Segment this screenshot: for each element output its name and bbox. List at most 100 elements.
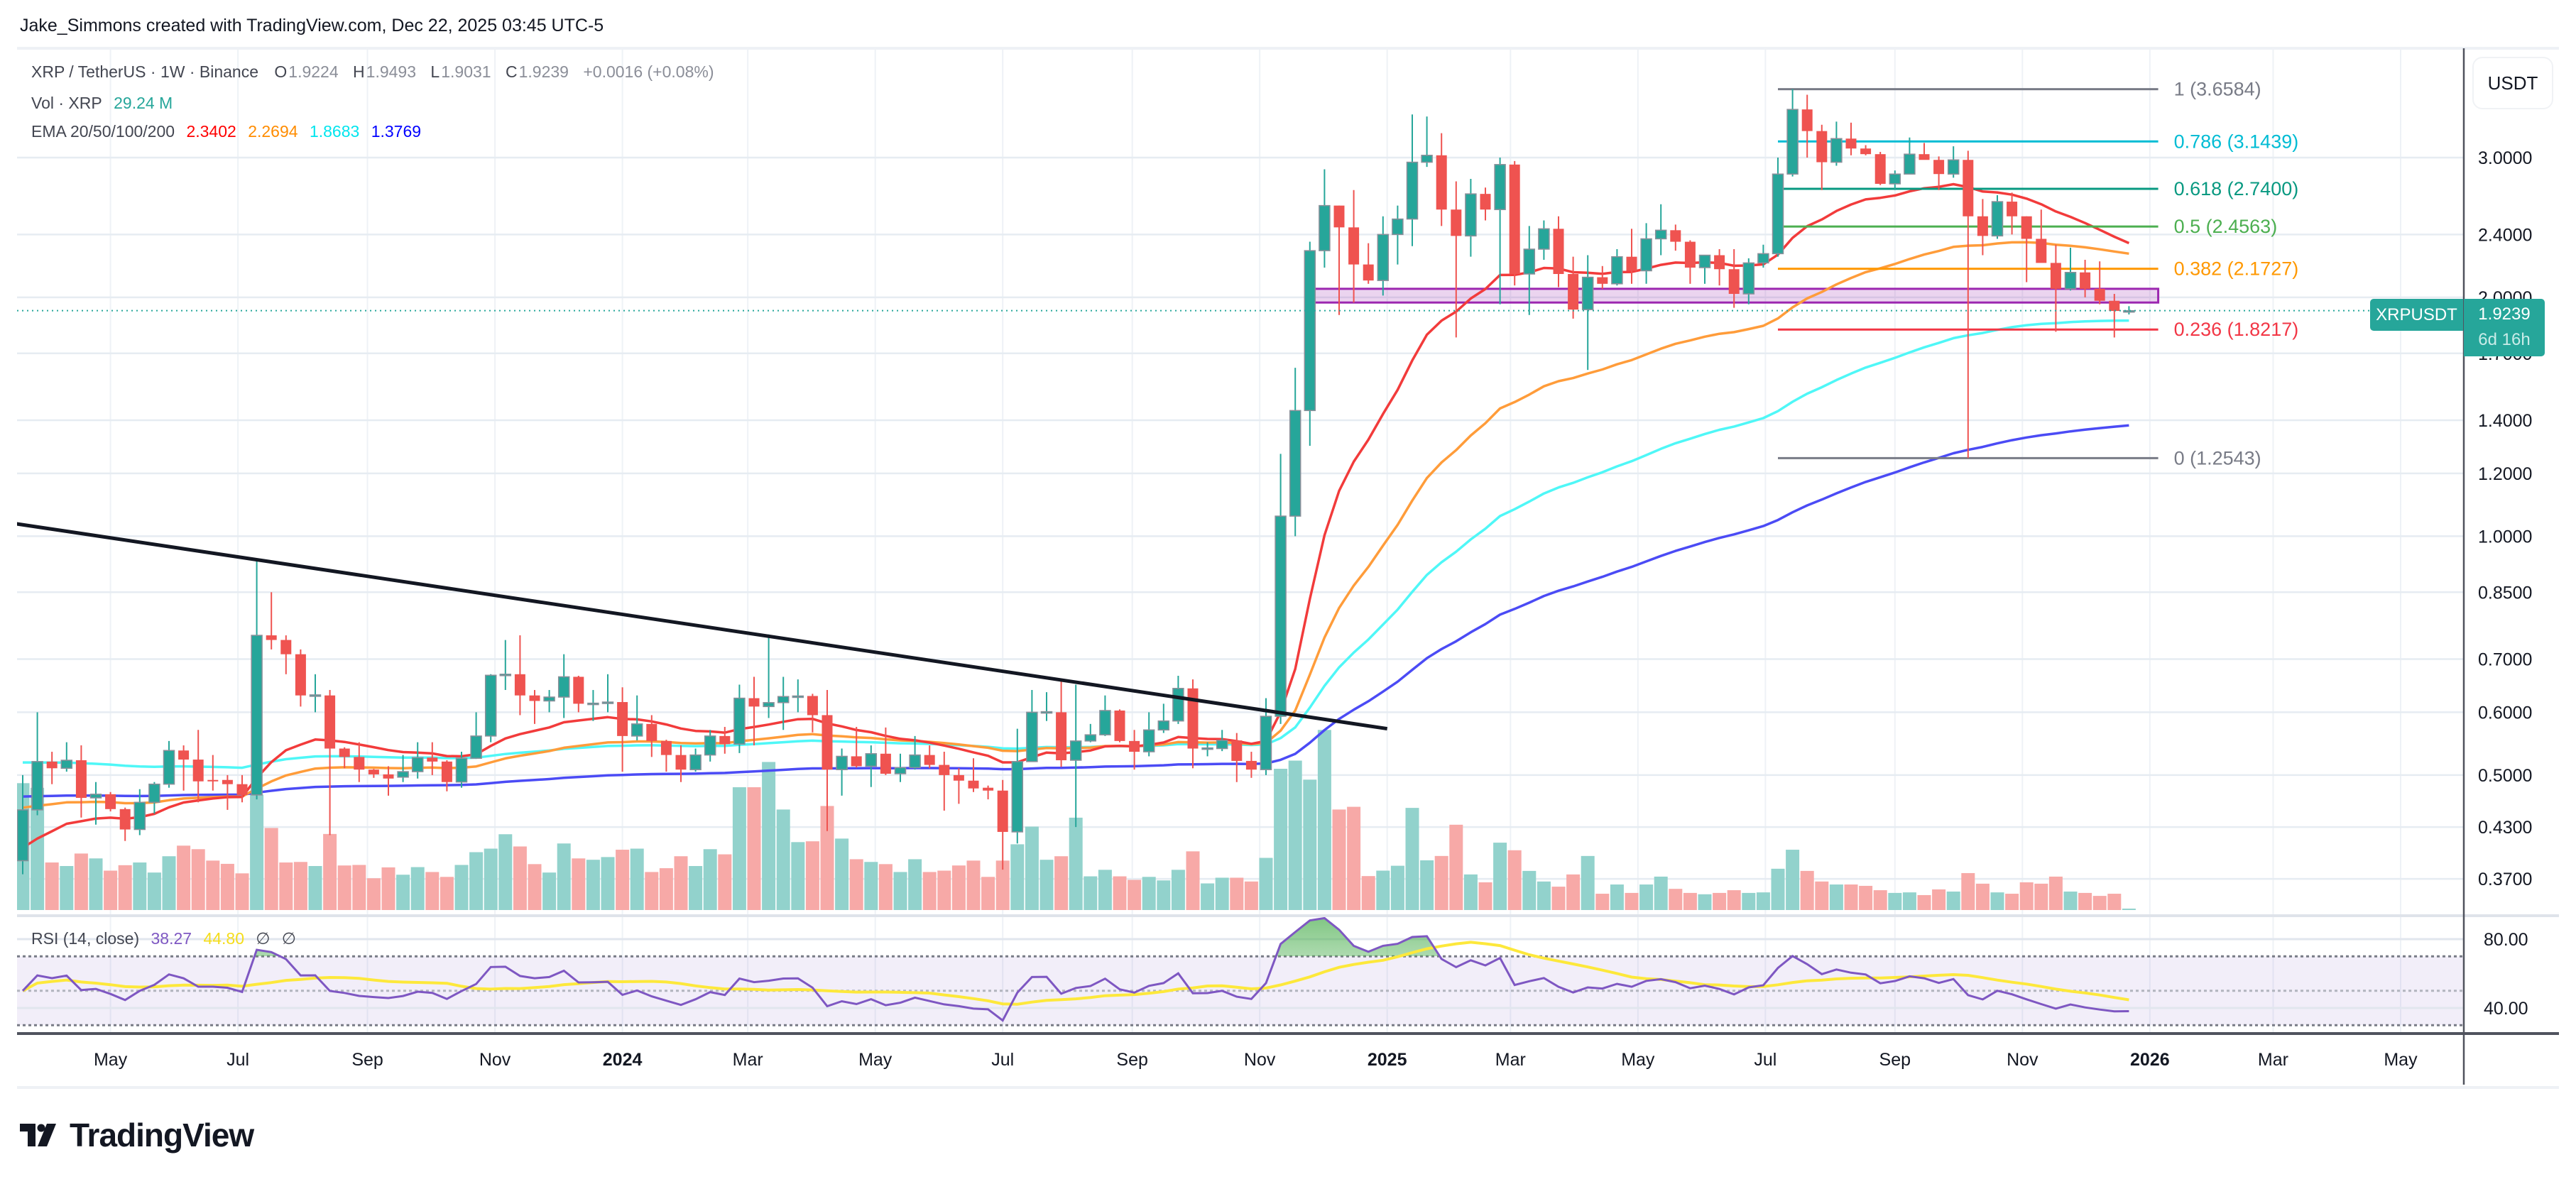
candle[interactable] (865, 745, 878, 787)
candle[interactable] (1963, 150, 1974, 459)
candle[interactable] (354, 742, 365, 782)
candle[interactable] (236, 774, 248, 803)
candle[interactable] (1377, 216, 1390, 296)
candle[interactable] (75, 745, 87, 818)
candle[interactable] (646, 715, 657, 757)
candle[interactable] (1187, 679, 1199, 769)
candle[interactable] (133, 789, 146, 835)
candle[interactable] (2050, 244, 2061, 332)
candle[interactable] (1523, 226, 1536, 315)
candle[interactable] (397, 755, 409, 782)
candle[interactable] (1670, 224, 1681, 251)
candle[interactable] (1069, 684, 1082, 828)
candle[interactable] (383, 766, 394, 796)
candle[interactable] (1830, 121, 1843, 166)
candle[interactable] (1319, 169, 1331, 268)
candle[interactable] (1406, 114, 1419, 246)
candle[interactable] (222, 774, 233, 810)
candle[interactable] (792, 679, 804, 713)
candle[interactable] (1099, 695, 1111, 736)
candle[interactable] (733, 684, 746, 753)
candle[interactable] (1757, 244, 1769, 268)
candle[interactable] (822, 690, 833, 831)
candle[interactable] (192, 730, 204, 803)
candle[interactable] (484, 674, 497, 743)
candle[interactable] (1816, 124, 1828, 190)
candle[interactable] (31, 712, 43, 816)
candle[interactable] (675, 745, 687, 782)
candle[interactable] (178, 745, 190, 791)
candle[interactable] (1333, 205, 1345, 315)
candle[interactable] (251, 558, 263, 800)
candle[interactable] (105, 791, 116, 812)
candle[interactable] (89, 782, 102, 825)
candle[interactable] (441, 760, 452, 791)
symbol-title[interactable]: XRP / TetherUS · 1W · Binance (31, 62, 259, 81)
candle[interactable] (1772, 158, 1784, 257)
trendline-line[interactable] (16, 522, 1388, 731)
candle[interactable] (909, 735, 921, 770)
candle[interactable] (1245, 752, 1257, 778)
candle[interactable] (1919, 143, 1930, 160)
candle[interactable] (1011, 728, 1024, 844)
candle[interactable] (324, 690, 336, 835)
candle[interactable] (1626, 229, 1637, 284)
candle[interactable] (1977, 199, 1988, 256)
candle[interactable] (1654, 204, 1667, 256)
candle[interactable] (1172, 675, 1184, 724)
candle[interactable] (1933, 156, 1945, 190)
candle[interactable] (119, 807, 131, 841)
candle[interactable] (1056, 679, 1067, 767)
candle[interactable] (411, 742, 424, 779)
candle[interactable] (1845, 122, 1857, 155)
candle[interactable] (1289, 368, 1301, 537)
candle[interactable] (207, 755, 219, 791)
candle[interactable] (1991, 194, 2004, 239)
candle[interactable] (295, 649, 306, 707)
candle[interactable] (836, 748, 848, 796)
candle[interactable] (514, 635, 525, 716)
candle[interactable] (939, 752, 950, 811)
candle[interactable] (1142, 712, 1155, 757)
candle[interactable] (1611, 248, 1623, 286)
candle[interactable] (1553, 216, 1564, 287)
candle[interactable] (2021, 216, 2032, 283)
candle[interactable] (719, 727, 731, 754)
candle[interactable] (2007, 192, 2018, 235)
candle[interactable] (163, 740, 175, 788)
currency-button[interactable]: USDT (2472, 57, 2553, 109)
candle[interactable] (1451, 181, 1462, 338)
candle[interactable] (1040, 692, 1053, 721)
candle[interactable] (1231, 733, 1243, 782)
candle[interactable] (1568, 256, 1579, 319)
candle[interactable] (704, 730, 716, 762)
candle[interactable] (573, 675, 584, 713)
candle[interactable] (470, 712, 482, 760)
candle[interactable] (1947, 146, 1960, 178)
candle[interactable] (1698, 254, 1711, 284)
candle[interactable] (997, 779, 1008, 870)
candle[interactable] (983, 785, 994, 800)
candle[interactable] (1304, 241, 1316, 446)
candle[interactable] (1509, 160, 1520, 286)
volume-legend[interactable]: Vol · XRP 29.24 M (31, 94, 180, 113)
candle[interactable] (953, 768, 964, 804)
candle[interactable] (1421, 116, 1433, 168)
candle[interactable] (1538, 220, 1550, 261)
candle[interactable] (631, 695, 643, 740)
candle[interactable] (60, 742, 73, 772)
candle[interactable] (2064, 247, 2077, 291)
candle[interactable] (1860, 145, 1872, 155)
candle[interactable] (1201, 742, 1213, 757)
candle[interactable] (1684, 240, 1696, 284)
candle[interactable] (601, 674, 614, 713)
candle[interactable] (529, 690, 540, 724)
candle[interactable] (2036, 209, 2047, 263)
candle[interactable] (427, 742, 438, 775)
candle[interactable] (851, 727, 862, 768)
candle[interactable] (339, 747, 350, 769)
candle[interactable] (455, 752, 468, 788)
candle[interactable] (748, 676, 760, 746)
candle[interactable] (1640, 223, 1652, 284)
candle[interactable] (763, 634, 775, 718)
